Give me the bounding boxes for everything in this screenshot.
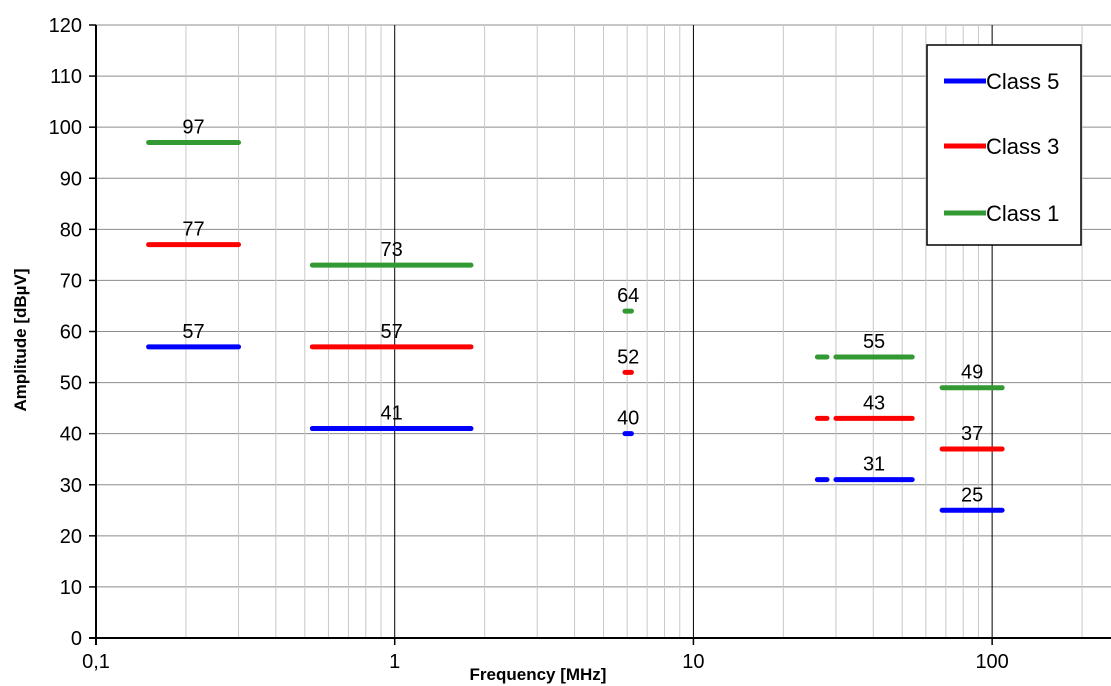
data-label: 97 bbox=[182, 116, 204, 138]
y-tick-label: 110 bbox=[50, 66, 82, 88]
data-label: 49 bbox=[961, 362, 983, 384]
data-label: 77 bbox=[182, 219, 204, 241]
y-tick-label: 10 bbox=[60, 577, 82, 599]
legend-label: Class 5 bbox=[986, 69, 1059, 94]
x-tick-label: 0,1 bbox=[82, 651, 110, 673]
series-class-1 bbox=[146, 139, 1005, 391]
data-label: 37 bbox=[961, 423, 983, 445]
x-tick-label: 1 bbox=[389, 651, 400, 673]
y-tick-label: 70 bbox=[60, 270, 82, 292]
series bbox=[146, 139, 1005, 513]
y-tick-label: 0 bbox=[71, 628, 82, 650]
data-label: 25 bbox=[961, 484, 983, 506]
legend-label: Class 3 bbox=[986, 134, 1059, 159]
y-axis-title: Amplitude [dBµV] bbox=[11, 269, 30, 412]
y-tick-label: 80 bbox=[60, 219, 82, 241]
grid bbox=[96, 24, 1111, 638]
y-tick-label: 90 bbox=[60, 168, 82, 190]
legend-label: Class 1 bbox=[986, 201, 1059, 226]
x-axis-title: Frequency [MHz] bbox=[470, 665, 607, 684]
y-tick-label: 120 bbox=[49, 15, 82, 37]
y-tick-label: 40 bbox=[60, 424, 82, 446]
series-class-5 bbox=[146, 344, 1005, 513]
legend: Class 5 Class 3 Class 1 bbox=[926, 44, 1082, 246]
x-tick-label: 100 bbox=[975, 651, 1008, 673]
y-tick-label: 30 bbox=[60, 475, 82, 497]
series-class-3 bbox=[146, 242, 1005, 452]
data-label: 57 bbox=[182, 321, 204, 343]
data-label: 73 bbox=[381, 239, 403, 261]
data-label: 31 bbox=[863, 454, 885, 476]
data-labels: 57 41 40 31 25 77 57 52 43 37 97 73 64 55 49 bbox=[182, 116, 983, 506]
data-label: 43 bbox=[863, 392, 885, 414]
data-label: 64 bbox=[617, 285, 639, 307]
data-label: 52 bbox=[617, 346, 639, 368]
y-tick-label: 20 bbox=[60, 526, 82, 548]
data-label: 40 bbox=[617, 408, 639, 430]
data-label: 55 bbox=[863, 331, 885, 353]
y-tick-label: 50 bbox=[60, 373, 82, 395]
y-tick-label: 60 bbox=[60, 322, 82, 344]
x-tick-label: 10 bbox=[682, 651, 704, 673]
data-label: 57 bbox=[381, 321, 403, 343]
data-label: 41 bbox=[381, 403, 403, 425]
y-tick-label: 100 bbox=[49, 117, 82, 139]
